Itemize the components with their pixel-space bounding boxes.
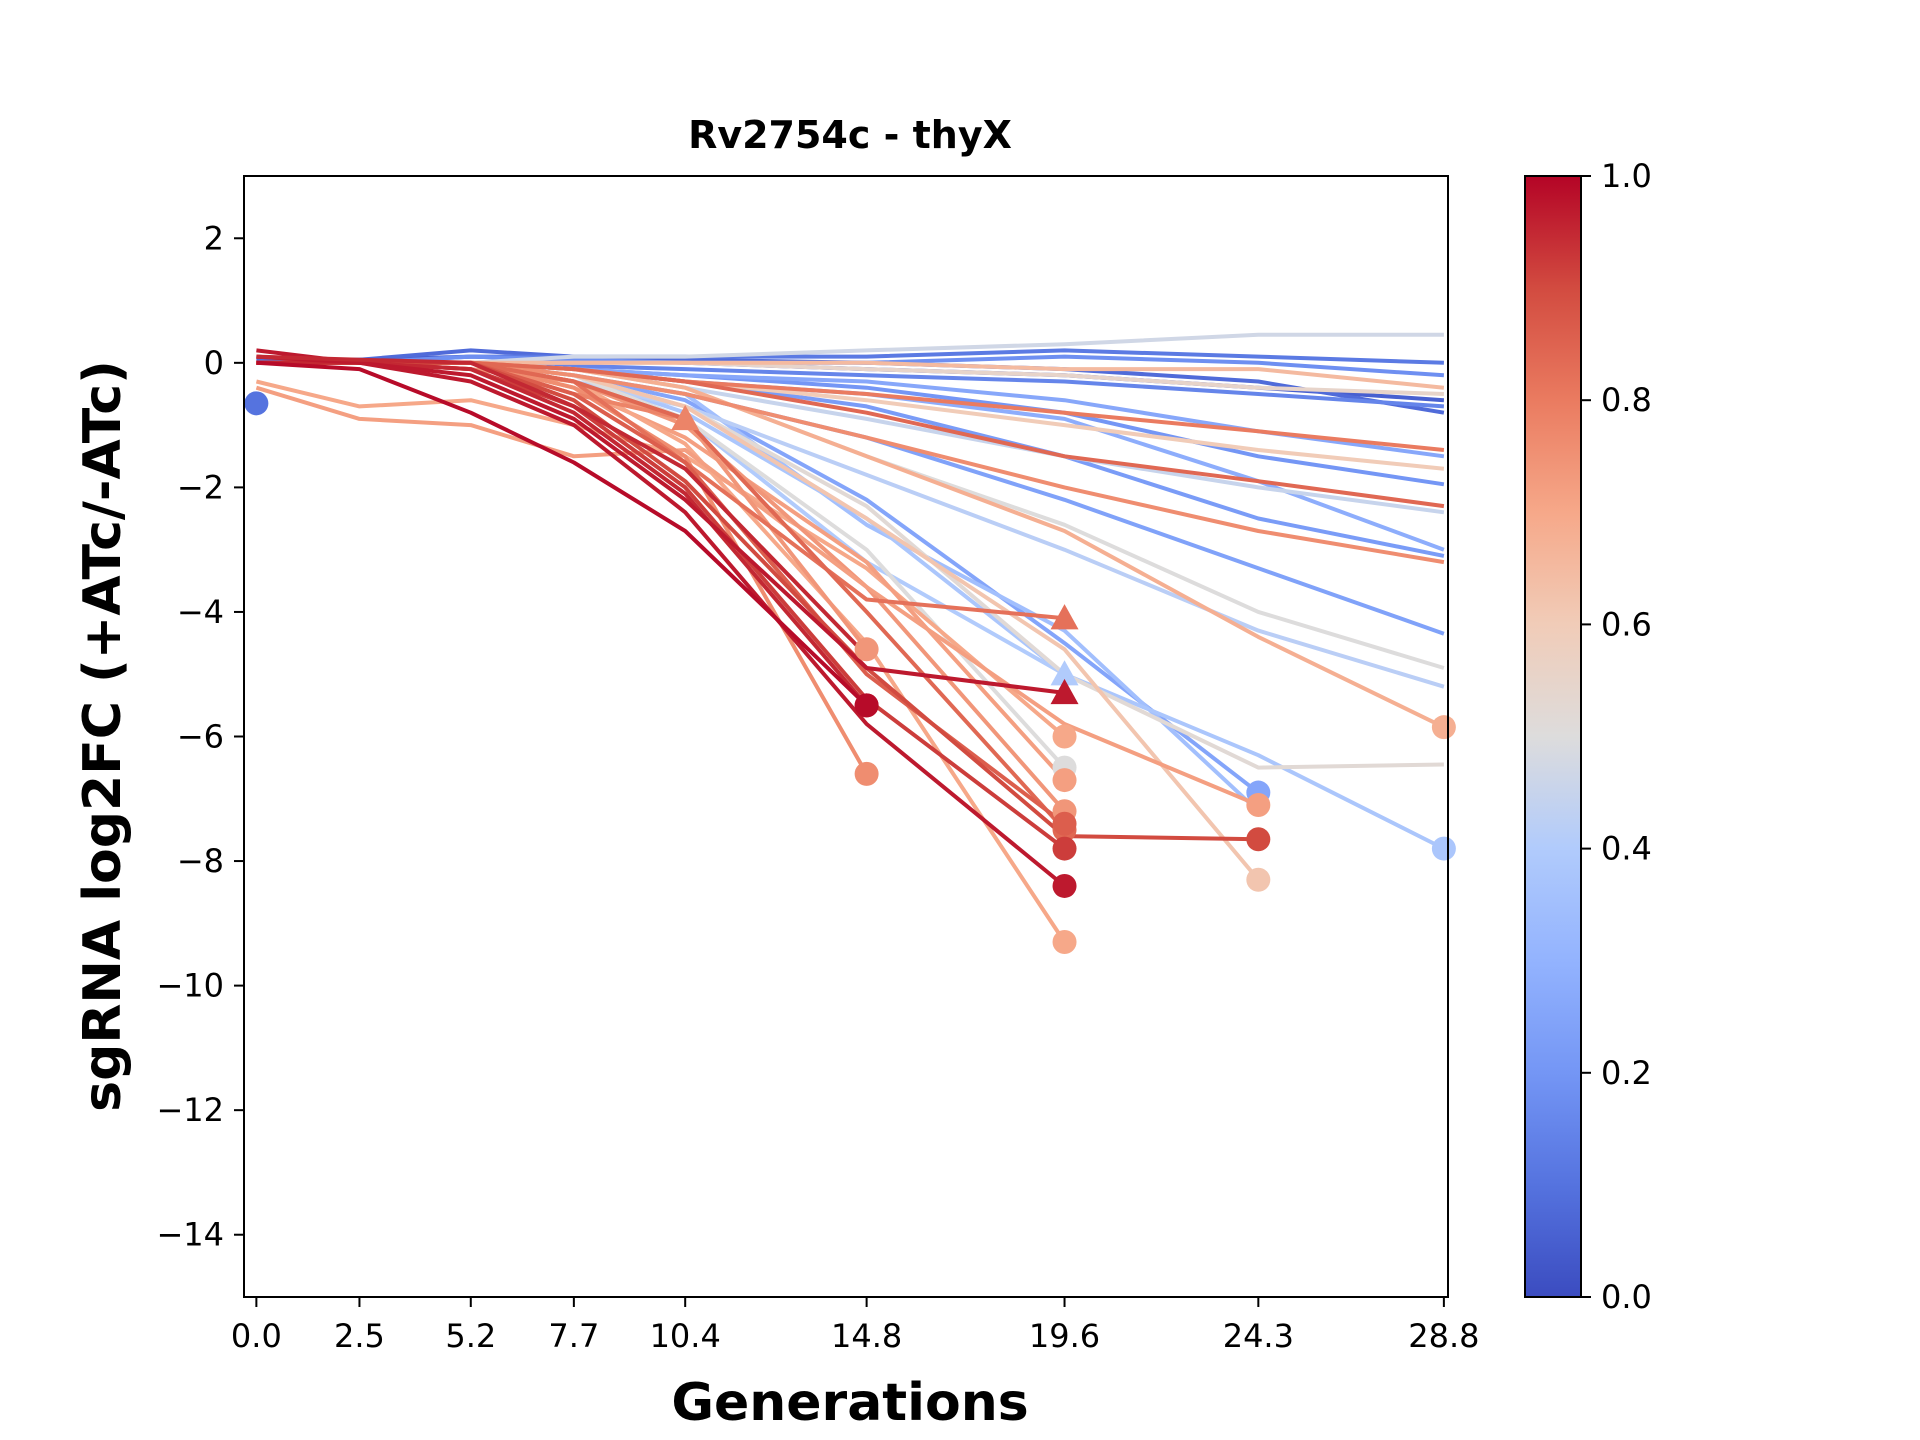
series-line xyxy=(256,354,869,657)
x-tick-label: 0.0 xyxy=(231,1317,282,1355)
series-end-marker xyxy=(1052,811,1077,836)
y-tick-label: 2 xyxy=(204,219,224,257)
y-tick-label: −8 xyxy=(177,842,224,880)
y-axis: 2 0 −2 −4 −6 −8 −10 −12 −14 xyxy=(156,219,244,1254)
x-axis: 0.0 2.5 5.2 7.7 10.4 14.8 19.6 24.3 28.8 xyxy=(231,1297,1480,1355)
series-end-marker xyxy=(1246,793,1271,818)
colorbar-tick-label: 1.0 xyxy=(1601,157,1652,195)
x-tick-label: 7.7 xyxy=(548,1317,599,1355)
series-end-marker xyxy=(1246,827,1271,852)
y-tick-label: −2 xyxy=(177,468,224,506)
colorbar-axis: 0.0 0.2 0.4 0.6 0.8 1.0 xyxy=(1581,157,1652,1316)
x-tick-label: 2.5 xyxy=(334,1317,385,1355)
x-tick-label: 19.6 xyxy=(1029,1317,1100,1355)
y-tick-label: −6 xyxy=(177,718,224,756)
colorbar-tick-label: 0.4 xyxy=(1601,830,1652,868)
series-line xyxy=(256,360,868,707)
series-end-marker xyxy=(1431,836,1456,861)
plot-series xyxy=(255,332,1445,944)
series-end-marker xyxy=(854,761,879,786)
y-tick-label: −10 xyxy=(156,967,224,1005)
series-end-marker xyxy=(1246,867,1271,892)
x-tick-label: 10.4 xyxy=(650,1317,721,1355)
x-tick-label: 5.2 xyxy=(445,1317,496,1355)
series-line xyxy=(256,348,1445,415)
x-tick-label: 14.8 xyxy=(831,1317,902,1355)
y-axis-label: sgRNA log2FC (+ATc/-ATc) xyxy=(73,360,133,1112)
series-end-marker xyxy=(244,391,269,416)
x-axis-label: Generations xyxy=(671,1373,1028,1433)
series-end-marker xyxy=(671,404,700,431)
colorbar-tick-label: 0.2 xyxy=(1601,1054,1652,1092)
colorbar-tick-label: 0.8 xyxy=(1601,381,1652,419)
y-tick-label: −12 xyxy=(156,1091,224,1129)
y-tick-label: −4 xyxy=(177,593,224,631)
colorbar-tick-label: 0.6 xyxy=(1601,605,1652,643)
series-end-marker xyxy=(1052,724,1077,749)
series-end-marker xyxy=(1050,660,1079,686)
x-tick-label: 28.8 xyxy=(1408,1317,1479,1355)
series-end-marker xyxy=(1052,930,1077,955)
series-end-marker xyxy=(1431,715,1456,740)
colorbar-tick-label: 0.0 xyxy=(1601,1278,1652,1316)
series-end-marker xyxy=(1050,604,1079,630)
series-end-marker xyxy=(1052,836,1077,861)
series-end-marker xyxy=(1052,768,1077,793)
y-tick-label: 0 xyxy=(204,344,224,382)
series-end-marker xyxy=(1052,873,1077,898)
colorbar xyxy=(1524,175,1582,1298)
series-end-marker xyxy=(1050,678,1079,705)
y-tick-label: −14 xyxy=(156,1216,224,1254)
chart-title: Rv2754c - thyX xyxy=(688,113,1012,157)
series-end-marker xyxy=(854,693,879,718)
series-line xyxy=(256,354,1066,888)
x-tick-label: 24.3 xyxy=(1223,1317,1294,1355)
plot-markers xyxy=(244,391,1456,955)
series-end-marker xyxy=(854,637,879,662)
